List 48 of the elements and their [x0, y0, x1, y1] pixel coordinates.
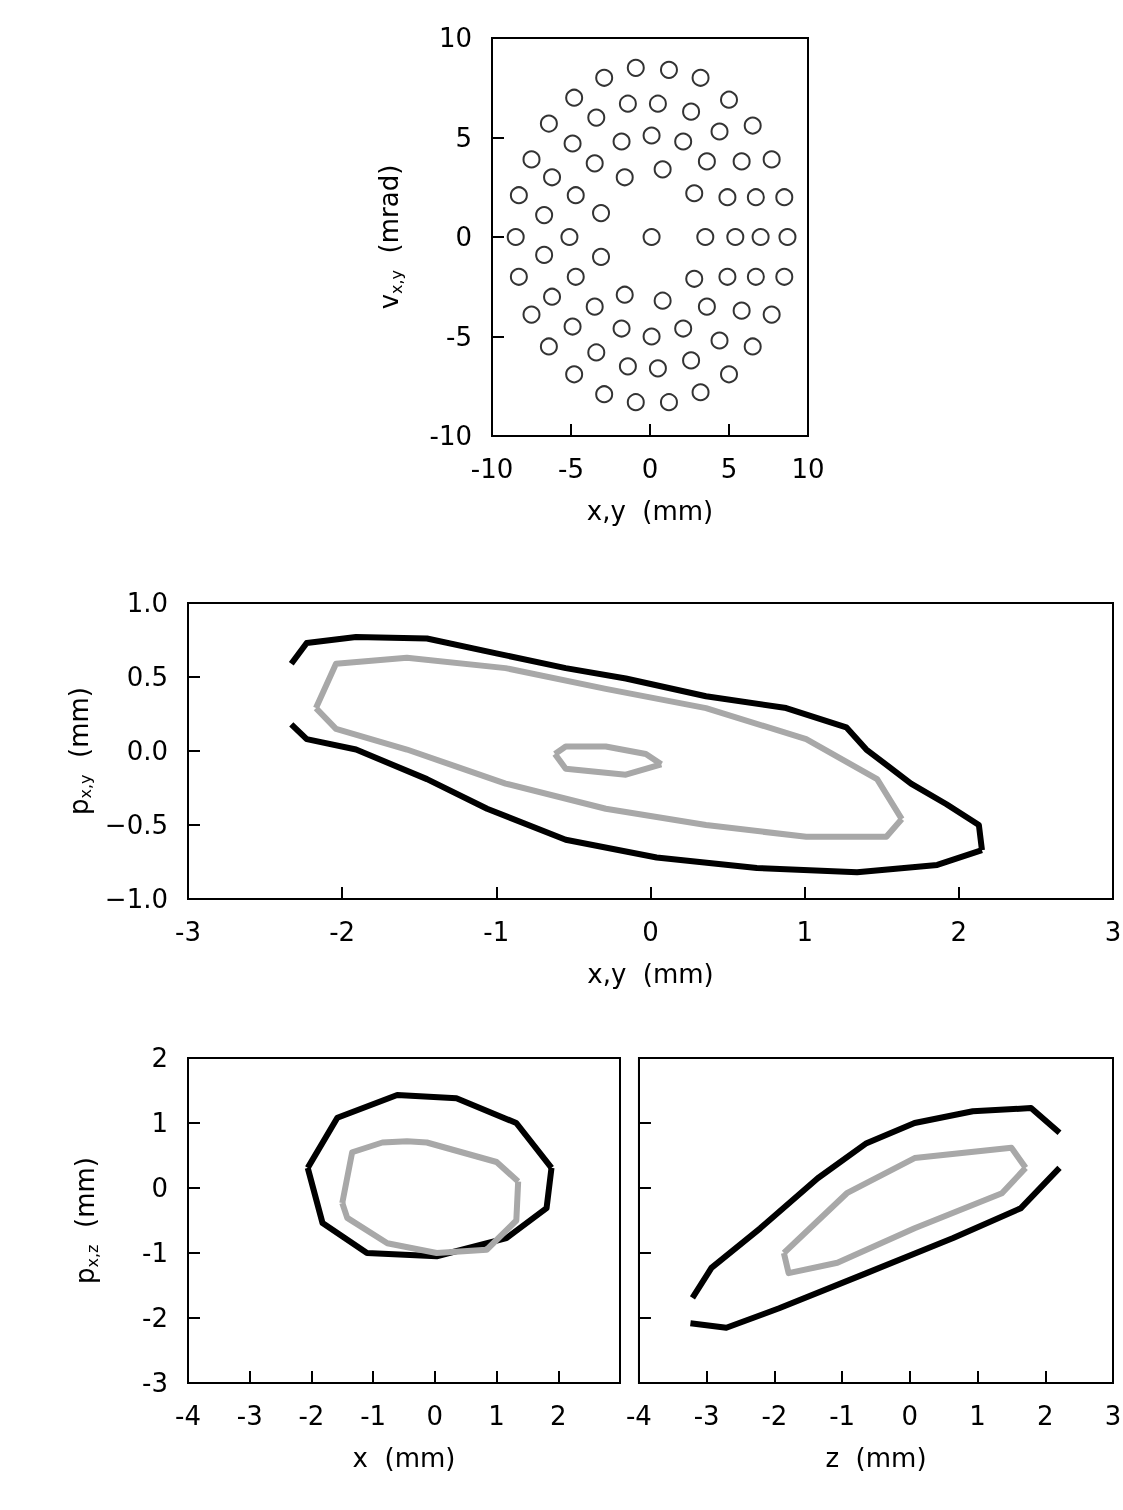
x-tick-label: 1 [969, 1401, 986, 1431]
x-tick-label: -1 [483, 917, 510, 947]
y-tick-label: 10 [438, 23, 472, 53]
x-tick-label: 0 [641, 454, 659, 484]
x-tick-label: -1 [829, 1401, 856, 1431]
x-tick-label: 3 [1104, 1401, 1122, 1431]
y-tick-label: 1.0 [126, 588, 168, 618]
x-tick-label: 1 [796, 917, 813, 947]
x-tick-label: -3 [693, 1401, 720, 1431]
x-axis-title: z (mm) [825, 1443, 927, 1473]
y-tick-label: 0 [151, 1173, 168, 1203]
y-tick-label: 0.0 [126, 736, 168, 766]
y-tick-label: 0 [455, 222, 472, 252]
x-tick-label: 2 [550, 1401, 567, 1431]
x-tick-label: -1 [360, 1401, 387, 1431]
x-tick-label: 0 [642, 917, 659, 947]
y-tick-label: -1 [142, 1238, 168, 1268]
x-axis-title: x (mm) [352, 1443, 456, 1473]
x-tick-label: -2 [761, 1401, 788, 1431]
x-tick-label: 3 [1104, 917, 1122, 947]
x-tick-label: -3 [175, 917, 201, 947]
y-tick-label: -5 [446, 321, 472, 352]
y-axis-title: px,y (mm) [63, 686, 96, 815]
x-tick-label: -4 [175, 1401, 201, 1431]
x-tick-label: 1 [488, 1401, 505, 1431]
x-tick-label: -2 [329, 917, 356, 947]
x-tick-label: -5 [558, 454, 584, 484]
y-tick-label: −1.0 [104, 884, 168, 914]
x-axis-title: x,y (mm) [586, 496, 714, 526]
x-tick-label: 2 [950, 917, 968, 947]
y-tick-label: 1 [151, 1108, 168, 1138]
y-tick-label: 2 [151, 1043, 168, 1073]
x-tick-label: 0 [901, 1401, 919, 1431]
y-tick-label: 0.5 [126, 662, 168, 692]
x-tick-label: -2 [298, 1401, 325, 1431]
x-axis-title: x,y (mm) [587, 959, 714, 989]
x-tick-label: 10 [791, 454, 825, 484]
y-tick-label: −0.5 [104, 810, 168, 840]
y-axis-title: vx,y (mrad) [374, 164, 406, 310]
x-tick-label: 5 [720, 454, 738, 484]
x-tick-label: 2 [1037, 1401, 1054, 1431]
y-axis-title: px,z (mm) [70, 1157, 102, 1284]
y-tick-label: -3 [142, 1368, 168, 1398]
y-tick-label: -2 [142, 1303, 168, 1333]
y-tick-label: 5 [455, 122, 472, 153]
x-tick-label: -4 [625, 1401, 652, 1431]
x-tick-label: -3 [236, 1401, 263, 1431]
y-tick-label: -10 [429, 421, 472, 451]
